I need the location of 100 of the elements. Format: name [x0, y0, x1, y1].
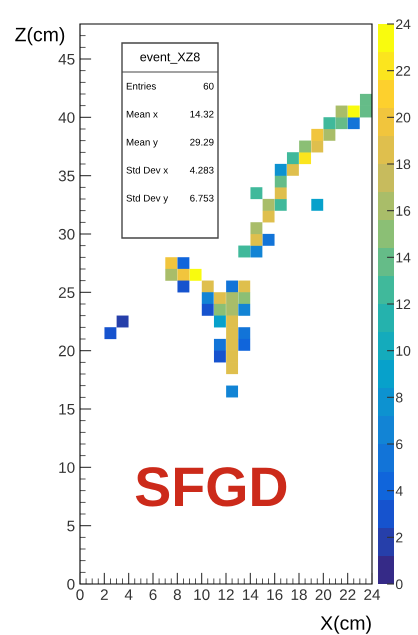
point — [348, 117, 360, 130]
y-axis-title: Z(cm) — [15, 27, 64, 46]
color-bar-label: 8 — [396, 392, 403, 403]
color-bar-label: 12 — [396, 299, 410, 310]
point — [165, 268, 178, 281]
point — [323, 117, 336, 130]
annotation: 4.283 — [190, 166, 214, 174]
point — [360, 106, 372, 118]
point — [311, 198, 324, 211]
point — [299, 140, 312, 152]
annotation: Mean x — [126, 110, 158, 118]
point — [177, 257, 190, 270]
y-tick-label: 15 — [59, 404, 74, 415]
point — [214, 292, 226, 304]
point — [238, 338, 250, 351]
point — [104, 327, 116, 340]
x-tick-label: 22 — [340, 589, 356, 600]
x-tick-label: 8 — [174, 589, 181, 600]
point — [299, 152, 312, 164]
annotation: 29.29 — [190, 138, 214, 146]
point — [226, 292, 238, 304]
point — [116, 316, 129, 328]
point — [311, 140, 324, 152]
y-tick-label: 40 — [58, 112, 75, 124]
x-tick-label: 24 — [364, 589, 380, 600]
annotation: Std Dev x — [126, 166, 168, 174]
y-tick-label: 30 — [58, 228, 75, 240]
point — [323, 128, 336, 141]
annotation: 6.753 — [190, 194, 214, 202]
annotation: Entries — [126, 82, 156, 90]
color-bar-label: 0 — [396, 579, 403, 590]
x-axis-title: X(cm) — [320, 616, 371, 634]
point — [274, 198, 287, 211]
color-bar-label: 16 — [396, 206, 410, 216]
point — [226, 280, 238, 292]
point — [177, 280, 190, 292]
x-tick-label: 20 — [316, 589, 332, 600]
point — [250, 246, 262, 258]
annotation: event_XZ8 — [140, 52, 200, 64]
point — [165, 257, 178, 270]
point — [226, 338, 238, 351]
x-tick-label: 10 — [194, 589, 210, 600]
annotation: Std Dev y — [126, 194, 168, 204]
point — [238, 304, 250, 316]
color-bar-label: 18 — [396, 159, 410, 170]
y-tick-label: 45 — [58, 54, 74, 65]
point — [202, 292, 214, 304]
y-tick-label: 25 — [58, 287, 74, 298]
point — [274, 187, 287, 200]
point — [226, 386, 238, 398]
point — [286, 152, 299, 164]
point — [311, 128, 324, 141]
point — [348, 106, 360, 118]
point — [238, 292, 250, 304]
x-tick-label: 6 — [150, 589, 157, 600]
x-tick-label: 0 — [76, 589, 84, 600]
point — [250, 234, 262, 246]
color-bar-label: 20 — [396, 112, 410, 123]
x-tick-label: 18 — [292, 589, 307, 600]
point — [226, 350, 238, 362]
x-tick-label: 16 — [267, 589, 282, 600]
point — [336, 106, 348, 118]
point — [274, 164, 287, 176]
y-tick-label: 10 — [59, 462, 75, 474]
x-tick-label: 12 — [218, 589, 234, 600]
color-bar-label: 6 — [396, 439, 403, 450]
point — [262, 198, 275, 211]
point — [250, 222, 262, 234]
point — [360, 94, 372, 106]
color-bar-label: 2 — [396, 532, 402, 542]
y-tick-label: 5 — [67, 520, 74, 532]
y-tick-label: 35 — [58, 170, 74, 182]
point — [226, 316, 238, 328]
annotation: 14.32 — [190, 110, 214, 118]
point — [262, 210, 275, 222]
color-bar-label: 4 — [396, 486, 403, 496]
point — [190, 268, 202, 281]
point — [226, 362, 238, 374]
point — [214, 338, 226, 351]
color-bar-label: 10 — [396, 346, 410, 356]
point — [202, 280, 214, 292]
point — [250, 187, 262, 200]
x-tick-label: 14 — [243, 589, 258, 600]
color-bar-label: 14 — [396, 252, 410, 262]
y-tick-label: 0 — [67, 578, 75, 590]
y-tick-label: 20 — [58, 346, 75, 356]
point — [226, 327, 238, 340]
point — [214, 316, 226, 328]
point — [238, 280, 250, 292]
annotation: SFGD — [136, 467, 286, 507]
annotation: 60 — [204, 82, 214, 90]
point — [238, 246, 250, 258]
point — [336, 117, 348, 130]
point — [238, 327, 250, 340]
color-bar-label: 24 — [396, 19, 410, 30]
x-tick-label: 2 — [100, 589, 108, 600]
color-bar-label: 22 — [396, 66, 410, 76]
point — [177, 268, 190, 281]
x-tick-label: 4 — [124, 589, 132, 600]
point — [226, 304, 238, 316]
